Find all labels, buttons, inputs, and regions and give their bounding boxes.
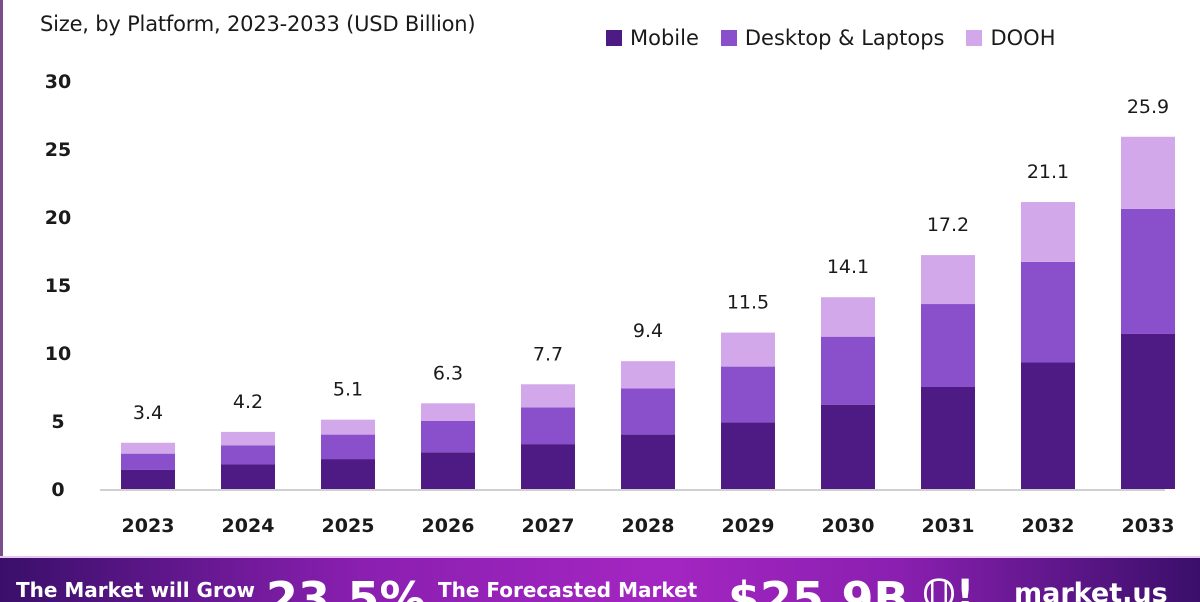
bar-segment-mobile <box>1021 362 1075 489</box>
bar-segment-dooh <box>721 332 775 367</box>
x-tick-label: 2030 <box>822 515 875 537</box>
bar-segment-dooh <box>121 442 175 454</box>
bar-segment-desktop <box>621 388 675 435</box>
bar-total-label: 5.1 <box>333 379 363 401</box>
bar-segment-dooh <box>621 361 675 389</box>
bar-total-label: 9.4 <box>633 320 663 342</box>
bar-segment-dooh <box>1121 136 1175 209</box>
bar-segment-desktop <box>121 453 175 470</box>
bar-total-label: 25.9 <box>1127 96 1169 118</box>
bar-segment-dooh <box>521 384 575 408</box>
bar-total-label: 7.7 <box>533 343 563 365</box>
x-tick-label: 2032 <box>1022 515 1075 537</box>
legend-label-dooh: DOOH <box>990 26 1056 50</box>
banner-cagr-value: 23.5% <box>266 572 426 602</box>
bar-total-label: 14.1 <box>827 256 869 278</box>
bar-segment-dooh <box>1021 202 1075 262</box>
bar-segment-mobile <box>121 469 175 489</box>
bar-segment-mobile <box>621 434 675 489</box>
footer-banner: The Market will Grow 23.5% The Forecaste… <box>0 556 1200 602</box>
bar-segment-desktop <box>721 366 775 423</box>
bar-segment-mobile <box>221 464 275 489</box>
bar-segment-mobile <box>321 459 375 489</box>
y-tick-label: 10 <box>45 343 71 365</box>
chart-subtitle: Size, by Platform, 2023-2033 (USD Billio… <box>40 12 476 36</box>
x-tick-label: 2024 <box>222 515 275 537</box>
banner-forecast-label: The Forecasted Market <box>438 578 698 602</box>
banner-grow-label: The Market will Grow <box>16 578 256 602</box>
x-tick-label: 2023 <box>122 515 175 537</box>
bar-segment-mobile <box>921 387 975 489</box>
banner-forecast-value: $25.9B <box>728 572 909 602</box>
bar-segment-desktop <box>1121 208 1175 334</box>
legend-item-mobile: Mobile <box>606 26 699 50</box>
bar-segment-dooh <box>321 419 375 435</box>
bar-segment-desktop <box>821 336 875 405</box>
legend-item-dooh: DOOH <box>966 26 1056 50</box>
bar-segment-dooh <box>921 255 975 305</box>
x-tick-label: 2029 <box>722 515 775 537</box>
brand-site-name: market.us <box>1014 578 1168 602</box>
bar-segment-mobile <box>521 444 575 489</box>
bar-segment-mobile <box>1121 333 1175 489</box>
y-tick-label: 25 <box>45 139 71 161</box>
legend-swatch-dooh <box>966 30 983 46</box>
bar-total-label: 3.4 <box>133 402 163 424</box>
bar-segment-dooh <box>821 297 875 337</box>
x-tick-label: 2033 <box>1122 515 1175 537</box>
bar-segment-desktop <box>921 304 975 387</box>
y-tick-label: 20 <box>45 207 71 229</box>
bar-segment-desktop <box>321 434 375 460</box>
y-tick-label: 15 <box>45 275 71 297</box>
bar-segment-desktop <box>221 445 275 465</box>
y-tick-label: 30 <box>45 71 71 93</box>
legend-label-desktop: Desktop & Laptops <box>744 26 945 50</box>
x-tick-label: 2028 <box>622 515 675 537</box>
x-tick-label: 2027 <box>522 515 575 537</box>
bar-segment-desktop <box>521 407 575 445</box>
legend-swatch-desktop <box>720 30 737 46</box>
bar-total-label: 11.5 <box>727 292 769 314</box>
y-tick-label: 5 <box>51 411 64 433</box>
bar-total-label: 6.3 <box>433 362 463 384</box>
bar-segment-desktop <box>421 421 475 453</box>
legend: Mobile Desktop & Laptops DOOH <box>606 26 1056 50</box>
bar-total-label: 17.2 <box>927 214 969 236</box>
bar-segment-mobile <box>821 404 875 489</box>
legend-swatch-mobile <box>606 30 622 46</box>
brand-logo-icon: ℚ! <box>922 572 975 602</box>
x-tick-label: 2025 <box>322 515 375 537</box>
bar-segment-mobile <box>421 452 475 489</box>
left-border <box>0 0 3 556</box>
bar-segment-dooh <box>221 431 275 446</box>
bar-segment-mobile <box>721 422 775 489</box>
bar-total-label: 21.1 <box>1027 161 1069 183</box>
x-tick-label: 2031 <box>922 515 975 537</box>
legend-item-desktop: Desktop & Laptops <box>720 26 945 50</box>
bar-segment-desktop <box>1021 261 1075 363</box>
legend-label-mobile: Mobile <box>630 26 699 50</box>
y-tick-label: 0 <box>51 479 64 501</box>
bar-total-label: 4.2 <box>233 391 263 413</box>
bar-segment-dooh <box>421 403 475 421</box>
stacked-bar-chart: 0510152025303.420234.220245.120256.32026… <box>45 71 1175 537</box>
x-tick-label: 2026 <box>422 515 475 537</box>
